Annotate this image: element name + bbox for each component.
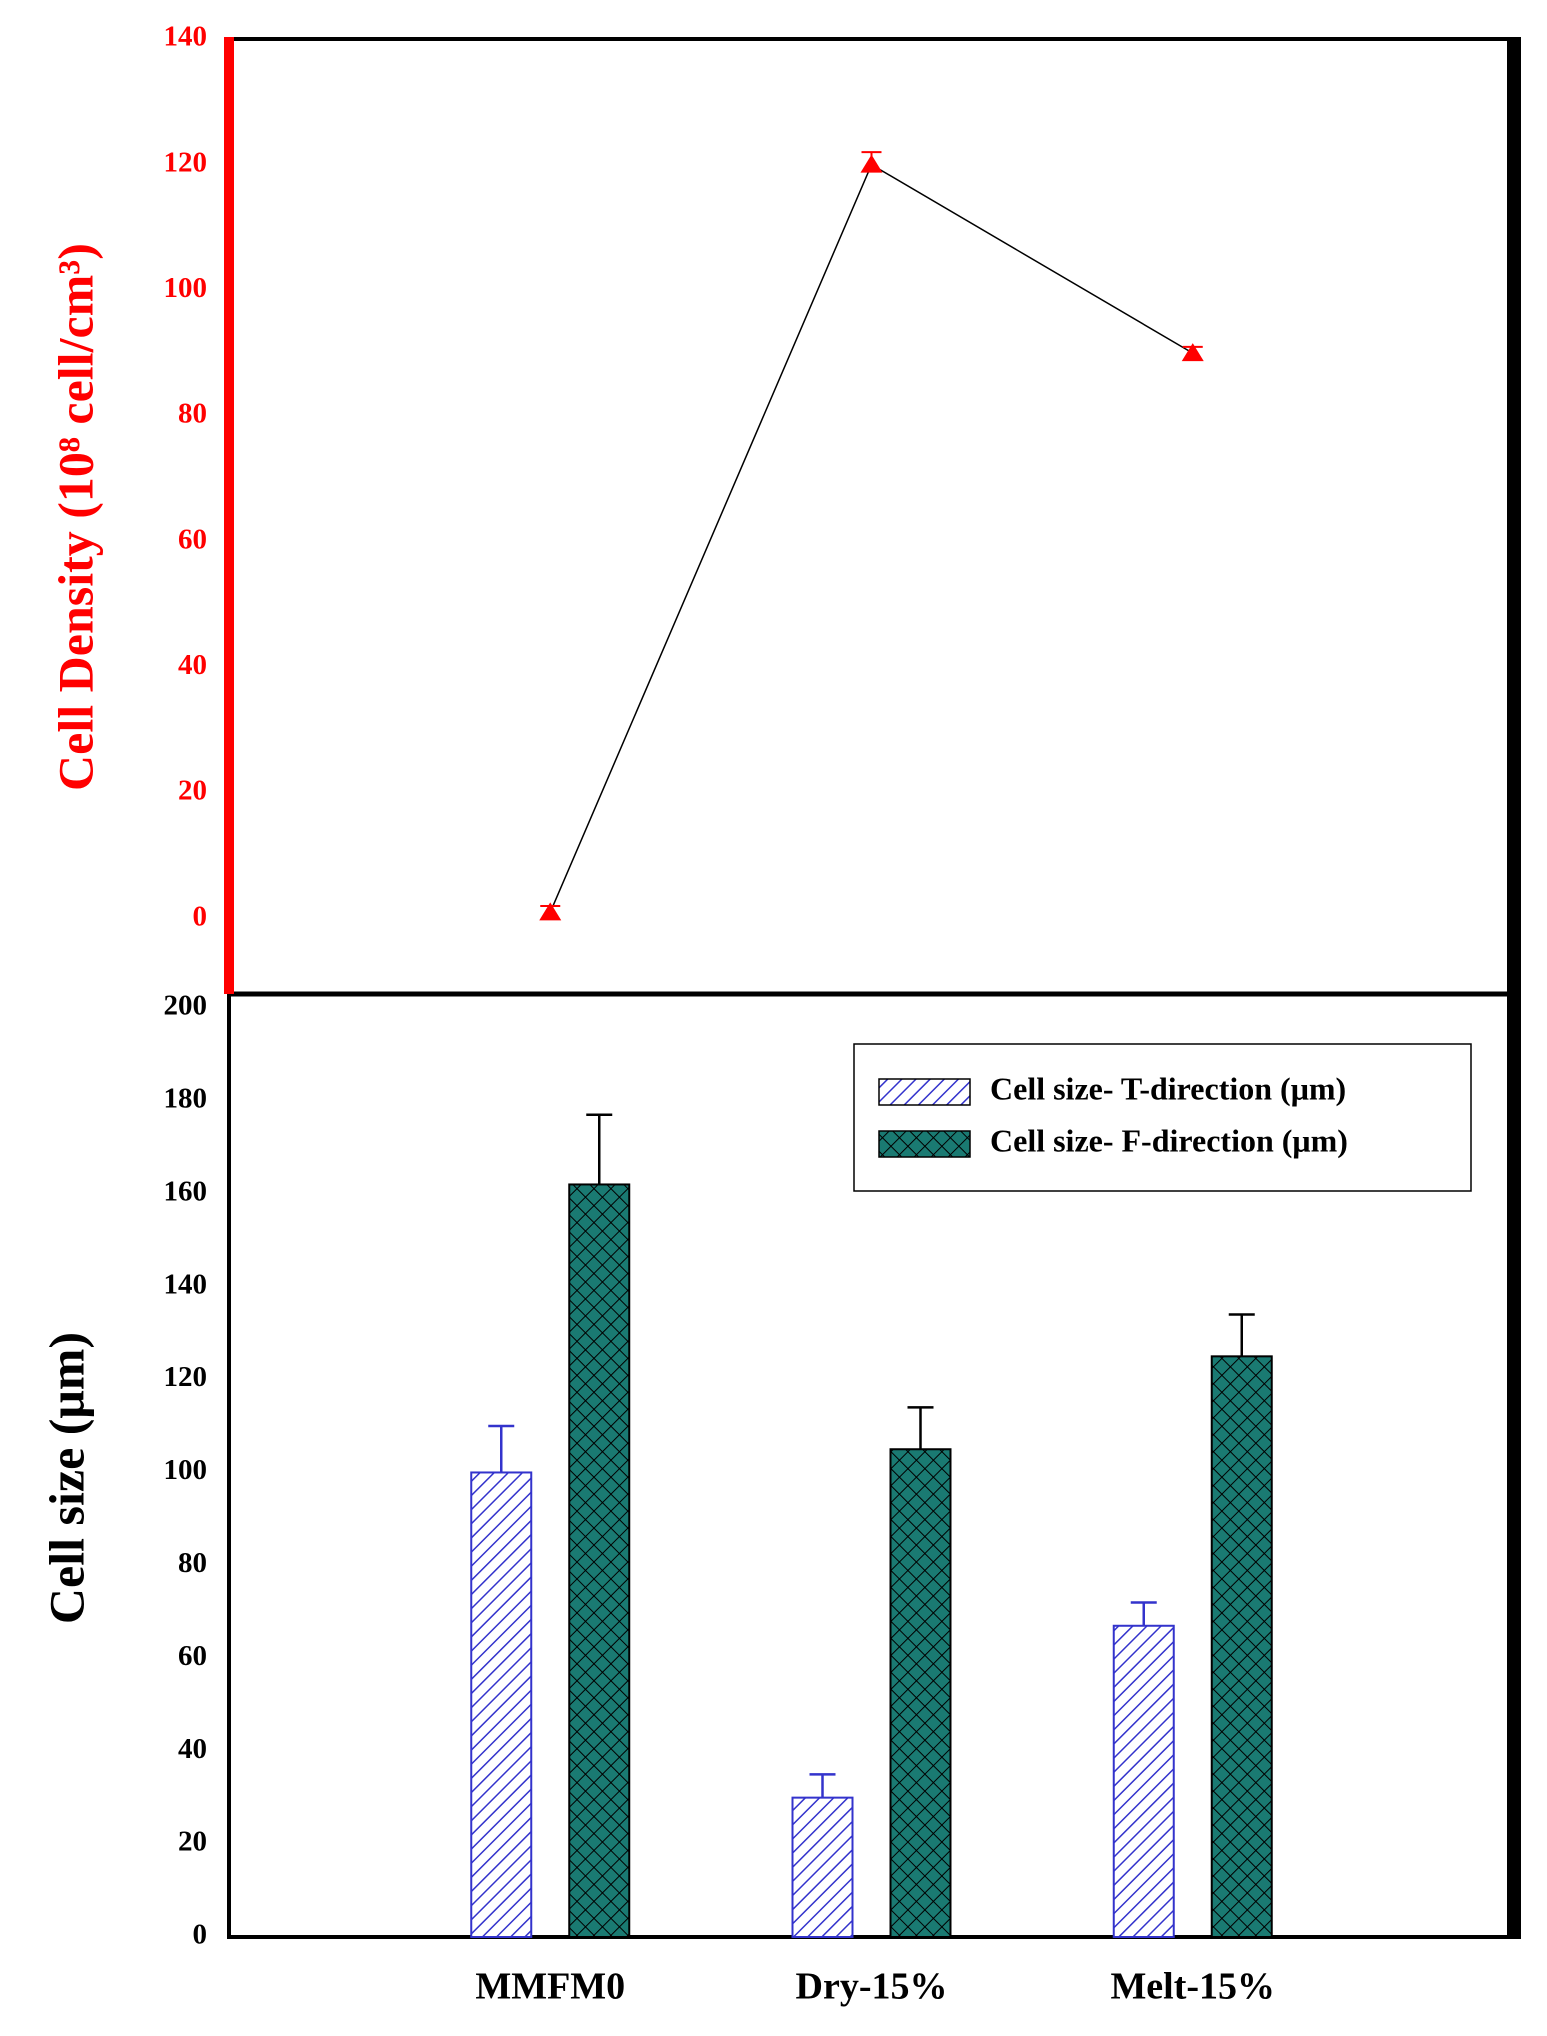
legend-swatch [878, 1130, 971, 1158]
error-bar [1130, 1601, 1157, 1626]
bar [791, 1796, 854, 1938]
error-bar [809, 1773, 836, 1798]
y-tick-label: 40 [178, 1733, 207, 1765]
y-tick-label: 160 [164, 1175, 208, 1207]
y-tick-label: 80 [178, 398, 207, 430]
y-tick-label: 180 [164, 1082, 208, 1114]
y-tick-label: 20 [178, 775, 207, 807]
y-tick-label: 200 [164, 990, 208, 1022]
y-tick-label: 60 [178, 1640, 207, 1672]
y-tick-label: 100 [164, 272, 208, 304]
y-tick-label: 0 [193, 1919, 208, 1951]
x-tick-label: Dry-15% [796, 1966, 948, 2008]
marker [539, 902, 562, 921]
bar [1112, 1624, 1175, 1938]
y-tick-label: 0 [193, 900, 208, 932]
marker [860, 154, 883, 173]
y-tick-label: 60 [178, 523, 207, 555]
top-y-label: Cell Density (10⁸ cell/cm³) [47, 243, 103, 791]
legend-box [853, 1043, 1472, 1192]
bar [470, 1471, 533, 1939]
legend-swatch [878, 1078, 971, 1106]
error-bar [907, 1406, 934, 1450]
y-tick-label: 20 [178, 1826, 207, 1858]
error-bar [1228, 1313, 1255, 1357]
legend-label: Cell size- F-direction (μm) [990, 1122, 1348, 1158]
y-tick-label: 80 [178, 1547, 207, 1579]
line [549, 163, 1194, 913]
y-tick-label: 120 [164, 1361, 208, 1393]
y-tick-label: 100 [164, 1454, 208, 1486]
bar [568, 1183, 631, 1938]
marker [1181, 343, 1204, 362]
legend-label: Cell size- T-direction (μm) [990, 1070, 1346, 1106]
bottom-y-label: Cell size (μm) [38, 1332, 94, 1624]
y-tick-label: 40 [178, 649, 207, 681]
x-tick-label: Melt-15% [1110, 1966, 1275, 2008]
y-tick-label: 120 [164, 146, 208, 178]
y-tick-label: 140 [164, 1268, 208, 1300]
x-tick-label: MMFM0 [475, 1966, 625, 2008]
error-bar [488, 1424, 515, 1473]
bar [889, 1448, 952, 1938]
y-tick-label: 140 [164, 21, 208, 53]
error-bar [586, 1113, 613, 1185]
bar [1210, 1355, 1273, 1938]
